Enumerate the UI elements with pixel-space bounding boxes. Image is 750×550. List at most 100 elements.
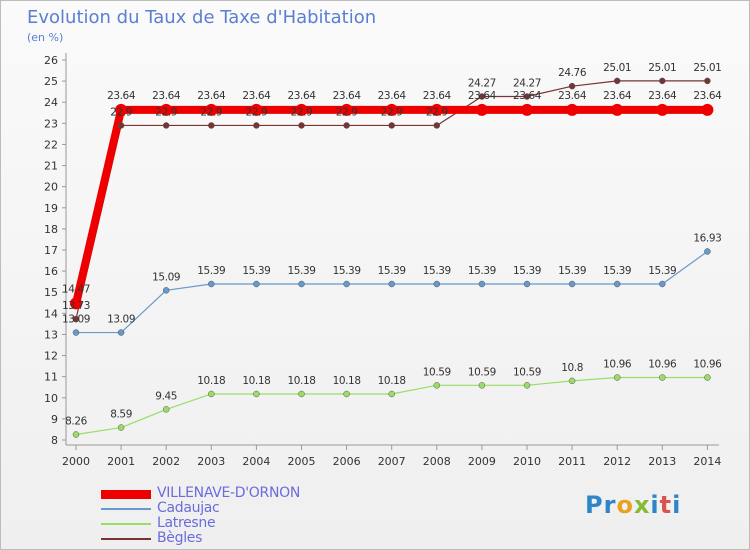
data-point <box>701 103 714 116</box>
data-label: 22.9 <box>426 106 448 118</box>
data-point <box>388 122 395 129</box>
x-tick-label: 2005 <box>288 455 316 468</box>
data-point <box>162 287 170 294</box>
y-tick-label: 12 <box>44 350 58 363</box>
data-point <box>704 248 711 255</box>
x-tick-label: 2004 <box>242 455 270 468</box>
data-point <box>205 103 218 116</box>
data-label: 16.93 <box>693 232 721 244</box>
data-point <box>250 103 263 116</box>
data-label: 23.64 <box>513 90 542 102</box>
data-point <box>566 103 579 116</box>
legend-swatch <box>101 508 151 510</box>
legend-label: Latresne <box>157 515 216 531</box>
data-label: 23.64 <box>152 90 181 102</box>
y-tick-label: 24 <box>44 96 58 109</box>
data-point <box>659 77 666 85</box>
legend-swatch <box>101 489 151 499</box>
data-label: 10.59 <box>513 366 541 378</box>
data-point <box>478 280 486 288</box>
y-tick-label: 25 <box>44 75 58 88</box>
data-point <box>72 315 80 323</box>
data-label: 23.64 <box>242 90 271 102</box>
data-point <box>160 103 173 116</box>
data-label: 15.39 <box>333 265 361 277</box>
data-label: 23.64 <box>558 90 587 102</box>
data-label: 23.64 <box>693 90 722 102</box>
data-label: 23.64 <box>333 90 362 102</box>
y-tick-label: 10 <box>44 392 58 405</box>
data-point <box>70 297 82 310</box>
data-label: 15.39 <box>378 265 406 277</box>
x-tick-label: 2012 <box>603 455 631 468</box>
data-label: 23.64 <box>378 90 407 102</box>
data-point <box>568 377 576 385</box>
y-tick-label: 17 <box>44 244 58 257</box>
y-tick-label: 22 <box>44 138 58 151</box>
chart-title: Evolution du Taux de Taxe d'Habitation <box>27 7 377 28</box>
data-point <box>115 103 128 116</box>
y-tick-label: 19 <box>44 202 58 215</box>
data-point <box>208 122 215 129</box>
data-point <box>475 103 488 116</box>
data-point <box>385 103 398 116</box>
data-label: 10.59 <box>468 366 496 378</box>
x-tick-label: 2002 <box>152 455 180 468</box>
data-label: 15.39 <box>197 265 225 277</box>
data-label: 15.39 <box>242 265 270 277</box>
data-point <box>433 280 441 288</box>
data-point <box>72 431 80 438</box>
data-point <box>613 77 621 85</box>
legend-label: VILLENAVE-D'ORNON <box>157 485 301 501</box>
data-point <box>72 329 80 336</box>
data-label: 8.26 <box>65 416 87 428</box>
data-label: 22.9 <box>291 106 313 118</box>
data-label: 10.8 <box>561 362 583 374</box>
data-label: 15.39 <box>287 265 315 277</box>
legend-label: Bègles <box>157 530 203 546</box>
data-label: 23.64 <box>468 90 497 102</box>
data-point <box>343 122 350 129</box>
data-label: 10.18 <box>333 375 361 387</box>
data-label: 23.64 <box>287 90 316 102</box>
data-label: 22.9 <box>336 106 358 118</box>
y-tick-label: 15 <box>44 286 58 299</box>
data-label: 22.9 <box>381 106 403 118</box>
data-label: 22.9 <box>155 106 177 118</box>
data-point <box>523 382 531 389</box>
data-point <box>298 280 305 288</box>
data-label: 15.39 <box>468 265 496 277</box>
data-point <box>659 374 666 381</box>
x-tick-label: 2009 <box>468 455 496 468</box>
data-label: 15.39 <box>558 265 586 277</box>
data-point <box>162 406 170 413</box>
data-point <box>521 103 533 116</box>
data-label: 23.64 <box>603 90 632 102</box>
data-point <box>343 280 350 288</box>
data-point <box>388 390 395 398</box>
data-point <box>298 122 305 129</box>
data-label: 10.96 <box>603 359 632 371</box>
series-line-1 <box>76 250 708 334</box>
data-point <box>253 280 260 288</box>
chart-subtitle: (en %) <box>27 31 64 44</box>
data-point <box>611 103 624 116</box>
x-tick-label: 2001 <box>107 455 135 468</box>
data-label: 13.09 <box>62 314 90 326</box>
y-tick-label: 11 <box>44 371 58 384</box>
data-point <box>295 103 308 116</box>
data-label: 23.64 <box>648 90 677 102</box>
x-tick-label: 2014 <box>693 455 721 468</box>
data-point <box>388 280 395 288</box>
data-label: 15.39 <box>648 265 676 277</box>
data-point <box>430 103 443 116</box>
data-label: 10.18 <box>242 375 270 387</box>
y-tick-label: 9 <box>51 413 58 426</box>
data-point <box>523 93 531 100</box>
data-label: 15.09 <box>152 271 180 283</box>
data-point <box>117 424 125 431</box>
data-label: 23.64 <box>423 90 452 102</box>
data-label: 10.59 <box>423 366 451 378</box>
data-label: 10.18 <box>287 375 315 387</box>
legend-swatch <box>101 523 151 525</box>
